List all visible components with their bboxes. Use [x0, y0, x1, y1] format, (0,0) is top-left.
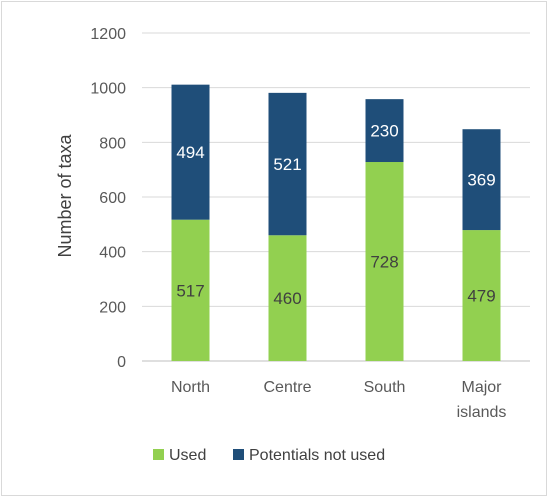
x-tick-label: North	[171, 379, 210, 396]
x-tick-label: South	[364, 379, 406, 396]
x-tick-label: islands	[457, 404, 507, 421]
legend-swatch	[233, 449, 244, 460]
y-tick-label: 600	[99, 190, 126, 207]
bar-used	[171, 219, 210, 361]
data-label: 494	[176, 143, 204, 162]
bar-potentials-not-used	[268, 92, 307, 236]
y-tick-label: 800	[99, 135, 126, 152]
data-label: 728	[370, 253, 398, 272]
y-axis-label: Number of taxa	[55, 133, 75, 257]
bar-used	[462, 230, 501, 361]
y-tick-labels: 0 200 400 600 800 1000 1200	[90, 26, 126, 371]
data-label: 369	[467, 171, 495, 190]
legend: Used Potentials not used	[153, 447, 385, 464]
legend-label: Used	[169, 447, 206, 464]
bar-potentials-not-used	[171, 84, 210, 220]
data-label: 230	[370, 122, 398, 141]
x-tick-label: Major	[461, 379, 502, 396]
x-tick-label: Centre	[263, 379, 311, 396]
data-label: 479	[467, 287, 495, 306]
y-tick-label: 1200	[90, 26, 126, 43]
y-tick-label: 400	[99, 245, 126, 262]
data-labels: 517 494 460 521 728 230 479 369	[176, 122, 495, 309]
x-tick-labels: North Centre South Major islands	[171, 379, 506, 421]
legend-swatch	[153, 449, 164, 460]
y-tick-label: 0	[117, 354, 126, 371]
bar-potentials-not-used	[365, 99, 404, 163]
data-label: 460	[273, 289, 301, 308]
bar-used	[268, 235, 307, 361]
data-label: 521	[273, 155, 301, 174]
bar-used	[365, 162, 404, 361]
y-tick-label: 1000	[90, 81, 126, 98]
bar-potentials-not-used	[462, 129, 501, 231]
y-tick-label: 200	[99, 299, 126, 316]
data-label: 517	[176, 281, 204, 300]
legend-label: Potentials not used	[249, 447, 385, 464]
bars	[171, 84, 501, 361]
